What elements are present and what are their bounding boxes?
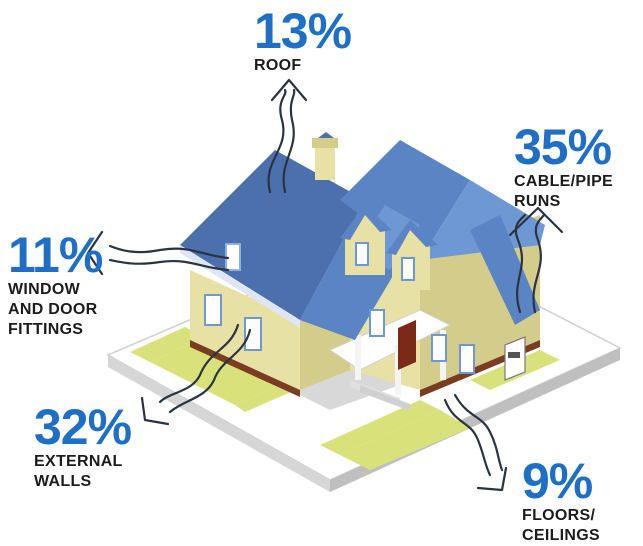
window-door-label-line1: WINDOW xyxy=(8,281,81,298)
callout-external-walls: 32% EXTERNAL WALLS xyxy=(34,399,132,492)
cable-pipe-percent: 35% xyxy=(514,119,612,175)
dormers xyxy=(340,205,438,290)
windows xyxy=(204,243,475,374)
boiler-unit xyxy=(504,336,526,381)
window-door-label-line3: FITTINGS xyxy=(8,321,84,338)
window-door-percent: 11% xyxy=(8,227,103,283)
external-walls-label-line1: EXTERNAL xyxy=(34,453,123,470)
floors-ceilings-percent: 9% xyxy=(522,453,593,509)
external-walls-label-line2: WALLS xyxy=(34,473,92,490)
cable-pipe-label-line1: CABLE/PIPE xyxy=(514,173,614,190)
heat-loss-arrow-icon xyxy=(86,78,564,492)
roof-percent: 13% xyxy=(254,3,352,59)
floors-ceilings-label-line1: FLOORS/ xyxy=(522,507,596,524)
callout-cable-pipe: 35% CABLE/PIPE RUNS xyxy=(514,122,613,212)
cable-pipe-label-line2: RUNS xyxy=(514,193,561,210)
porch xyxy=(328,309,452,411)
external-walls-percent: 32% xyxy=(34,399,132,455)
callout-roof: 13% ROOF xyxy=(254,3,352,76)
lawn-paths xyxy=(130,327,560,470)
floors-ceilings-label-line2: CEILINGS xyxy=(522,527,600,544)
chimney xyxy=(312,132,338,180)
callout-window-door: 11% WINDOW AND DOOR FITTINGS xyxy=(8,227,103,340)
window-door-label-line2: AND DOOR xyxy=(8,301,98,318)
roof-label: ROOF xyxy=(254,57,302,74)
callout-floors-ceilings: 9% FLOORS/ CEILINGS xyxy=(522,456,600,546)
